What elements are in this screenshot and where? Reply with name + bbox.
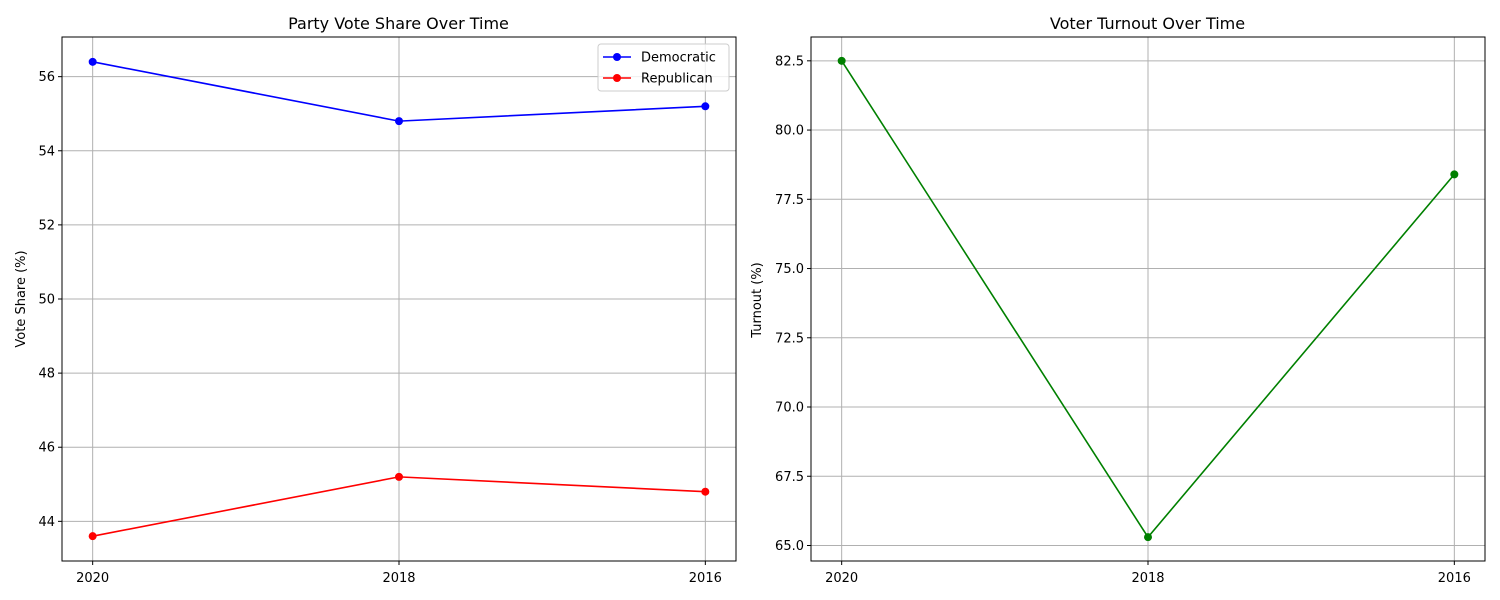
y-tick-label: 77.5 bbox=[775, 193, 804, 208]
y-tick-label: 50 bbox=[38, 293, 55, 308]
y-tick-label: 65.0 bbox=[775, 539, 804, 554]
chart-title: Voter Turnout Over Time bbox=[1050, 14, 1245, 33]
y-tick-label: 70.0 bbox=[775, 401, 804, 416]
y-tick-label: 44 bbox=[38, 515, 55, 530]
y-axis-label: Vote Share (%) bbox=[14, 250, 29, 347]
plot-frame bbox=[810, 36, 1486, 562]
data-point bbox=[701, 102, 710, 111]
x-tick-label: 2020 bbox=[76, 571, 109, 586]
chart-title: Party Vote Share Over Time bbox=[288, 14, 509, 33]
vote-share-chart: Party Vote Share Over Time Vote Share (%… bbox=[14, 14, 737, 586]
data-point bbox=[1144, 533, 1152, 542]
data-point bbox=[1450, 170, 1459, 179]
x-tick-label: 2016 bbox=[689, 571, 722, 586]
plot-frame bbox=[61, 36, 737, 562]
legend-label: Republican bbox=[641, 72, 713, 87]
data-point bbox=[395, 472, 403, 481]
y-tick-label: 52 bbox=[38, 218, 55, 233]
y-tick-label: 82.5 bbox=[775, 54, 804, 69]
data-point bbox=[701, 487, 710, 496]
legend: Democratic Republican bbox=[597, 43, 730, 92]
data-point bbox=[395, 117, 403, 126]
x-tick-label: 2020 bbox=[825, 571, 858, 586]
legend-box bbox=[597, 43, 730, 92]
y-tick-label: 67.5 bbox=[775, 470, 804, 485]
data-point bbox=[88, 532, 97, 541]
x-tick-label: 2018 bbox=[1131, 571, 1164, 586]
turnout-chart: Voter Turnout Over Time Turnout (%) 65.0… bbox=[750, 14, 1486, 586]
y-tick-label: 54 bbox=[38, 144, 55, 159]
y-tick-label: 80.0 bbox=[775, 124, 804, 139]
legend-label: Democratic bbox=[641, 51, 716, 66]
legend-marker bbox=[613, 74, 621, 82]
data-point bbox=[837, 56, 846, 65]
x-tick-label: 2016 bbox=[1438, 571, 1471, 586]
x-tick-label: 2018 bbox=[382, 571, 415, 586]
y-tick-label: 46 bbox=[38, 441, 55, 456]
y-tick-label: 56 bbox=[38, 70, 55, 85]
y-tick-label: 75.0 bbox=[775, 262, 804, 277]
legend-marker bbox=[613, 53, 621, 61]
y-axis-label: Turnout (%) bbox=[750, 262, 765, 338]
data-point bbox=[88, 57, 97, 66]
y-tick-label: 48 bbox=[38, 367, 55, 382]
y-tick-label: 72.5 bbox=[775, 331, 804, 346]
